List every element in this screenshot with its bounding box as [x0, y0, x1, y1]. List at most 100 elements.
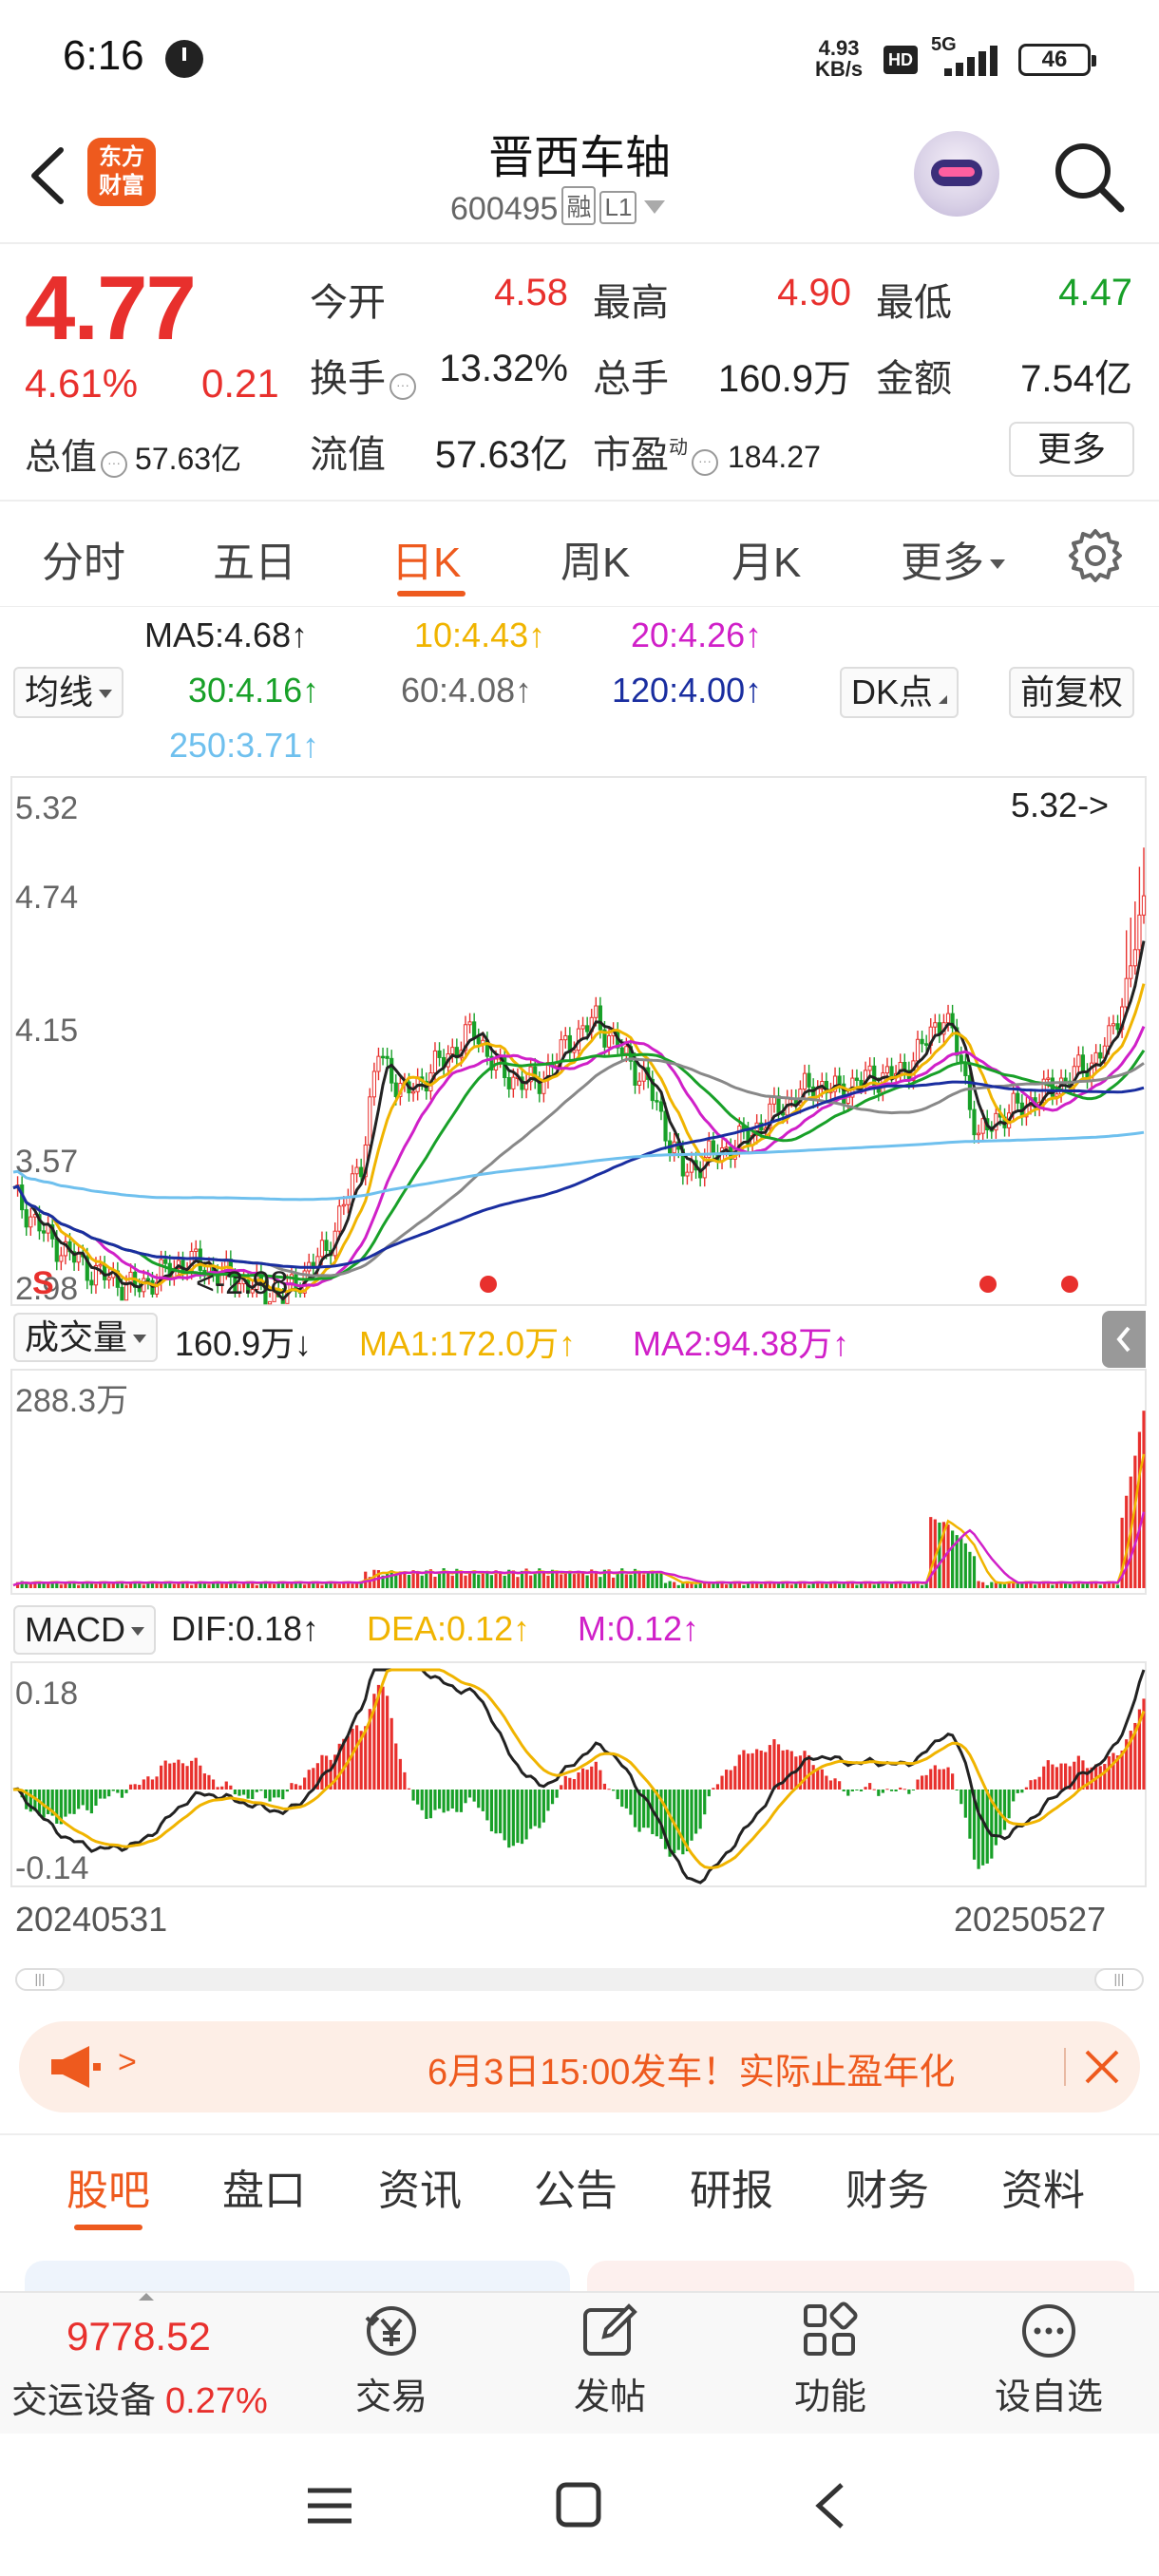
min-marker: <-2.98 [196, 1265, 288, 1301]
candle-body [120, 1286, 124, 1301]
dk-point-button[interactable]: DK点 [840, 667, 960, 718]
macd-bar [472, 1790, 476, 1802]
tab-intraday[interactable]: 分时 [42, 540, 125, 586]
volume-bar [807, 1584, 811, 1588]
volume-bar [425, 1570, 428, 1588]
tab-profile[interactable]: 资料 [1001, 2168, 1085, 2214]
volume-bar [920, 1584, 924, 1588]
macd-bar [390, 1717, 393, 1790]
collapse-panel-button[interactable] [1102, 1311, 1146, 1368]
candle-body [59, 1255, 64, 1262]
macd-bar [842, 1790, 846, 1791]
functions-label: 功能 [793, 2377, 866, 2417]
volume-chart[interactable]: 288.3万 [0, 1368, 1159, 1596]
add-watchlist-button[interactable]: 设自选 [982, 2299, 1115, 2419]
back-icon[interactable] [25, 142, 72, 209]
volume-bar [1068, 1583, 1072, 1588]
nav-back-icon[interactable] [811, 2481, 849, 2530]
pe-label[interactable]: 市盈动··· 184.27 [593, 424, 821, 479]
float-label: 流值 [310, 434, 386, 476]
post-button[interactable]: 发帖 [543, 2299, 676, 2419]
macd-bar [907, 1790, 911, 1794]
macd-bar [768, 1745, 771, 1790]
tab-news[interactable]: 资讯 [378, 2168, 462, 2214]
candle-body [594, 1005, 598, 1018]
macd-bar [407, 1788, 411, 1790]
close-icon[interactable] [1081, 2046, 1123, 2088]
info-icon[interactable]: ··· [692, 449, 718, 476]
chevron-down-icon[interactable] [644, 200, 666, 214]
ma-selector[interactable]: 均线 [13, 667, 124, 718]
macd-selector-label: MACD [25, 1610, 125, 1649]
kline-chart[interactable]: 5.32 4.74 4.15 3.57 2.98 5.32-> <-2.98 S [0, 775, 1159, 1307]
macd-bar [199, 1765, 202, 1790]
volume-bar [955, 1535, 959, 1588]
volume-bar [346, 1581, 351, 1588]
macd-bar [298, 1785, 302, 1790]
volume-bar [442, 1568, 446, 1588]
banner-text[interactable]: 6月3日15:00发车！实际止盈年化 [428, 2053, 956, 2093]
macd-bar [285, 1790, 289, 1792]
macd-bar [550, 1790, 555, 1805]
sector-index[interactable]: 交运设备 0.27% [11, 2371, 268, 2423]
expand-caret-icon[interactable] [139, 2293, 154, 2301]
tab-weekly-k[interactable]: 周K [560, 540, 631, 586]
tab-pankou[interactable]: 盘口 [222, 2168, 306, 2214]
tab-finance[interactable]: 财务 [846, 2168, 929, 2214]
promo-banner[interactable]: > 6月3日15:00发车！实际止盈年化 [19, 2021, 1140, 2112]
macd-chart[interactable]: 0.18 -0.14 [0, 1660, 1159, 1888]
more-button[interactable]: 更多 [1009, 422, 1134, 477]
volume-bar [411, 1570, 415, 1588]
ma-selector-label: 均线 [25, 672, 94, 711]
info-icon[interactable]: ··· [101, 451, 128, 478]
scroll-handle-left[interactable]: ||| [15, 1968, 65, 1991]
gear-icon[interactable] [1066, 526, 1125, 585]
volume-bar [685, 1581, 690, 1588]
scroll-handle-right[interactable]: ||| [1094, 1968, 1144, 1991]
macd-selector[interactable]: MACD [13, 1605, 156, 1655]
tab-research[interactable]: 研报 [690, 2168, 773, 2214]
menu-icon[interactable] [306, 2485, 353, 2527]
candle-body [124, 1283, 129, 1301]
tab-daily-k[interactable]: 日K [391, 540, 462, 586]
home-icon[interactable] [555, 2481, 602, 2529]
candle-body [859, 1079, 864, 1087]
volume-bar [28, 1584, 32, 1588]
volume-selector[interactable]: 成交量 [13, 1313, 159, 1362]
macd-bar [446, 1790, 450, 1811]
volume-bar [394, 1575, 398, 1588]
candle-body [41, 1230, 47, 1234]
stock-code-row[interactable]: 600495 融 L1 [450, 186, 666, 228]
tab-five-day[interactable]: 五日 [213, 540, 296, 586]
search-icon[interactable] [1051, 139, 1127, 215]
volume-bar [146, 1582, 150, 1588]
tab-more[interactable]: 更多 [901, 528, 1005, 589]
tab-guba[interactable]: 股吧 [66, 2168, 150, 2214]
macd-bar [420, 1790, 424, 1810]
volume-bar [602, 1569, 607, 1588]
chart-scrollbar[interactable]: ||| ||| [15, 1968, 1144, 1991]
macd-bar [885, 1789, 889, 1790]
volume-bar [1042, 1581, 1046, 1588]
logo-line1: 东方 [99, 144, 144, 170]
candle-body [506, 1077, 511, 1089]
candle-body [85, 1256, 89, 1281]
tab-announcements[interactable]: 公告 [534, 2168, 618, 2214]
volume-bar [846, 1581, 850, 1588]
volume-bar [211, 1582, 216, 1588]
functions-button[interactable]: 功能 [764, 2299, 897, 2419]
volume-bar [1120, 1517, 1124, 1588]
adjust-button[interactable]: 前复权 [1009, 667, 1135, 718]
sector-index-value[interactable]: 9778.52 [66, 2314, 211, 2358]
volume-bar [485, 1571, 489, 1588]
tab-monthly-k[interactable]: 月K [732, 540, 802, 586]
turnover-label[interactable]: 换手 ··· [310, 348, 416, 403]
candle-body [1137, 914, 1142, 951]
assistant-robot-icon[interactable] [914, 131, 999, 217]
volume-bar [1029, 1582, 1033, 1588]
volume-bar [624, 1574, 628, 1588]
mcap-label: 总值 [25, 438, 98, 478]
trade-button[interactable]: 交易 [325, 2299, 458, 2419]
info-icon[interactable]: ··· [390, 373, 416, 400]
volume-bar [489, 1575, 494, 1588]
